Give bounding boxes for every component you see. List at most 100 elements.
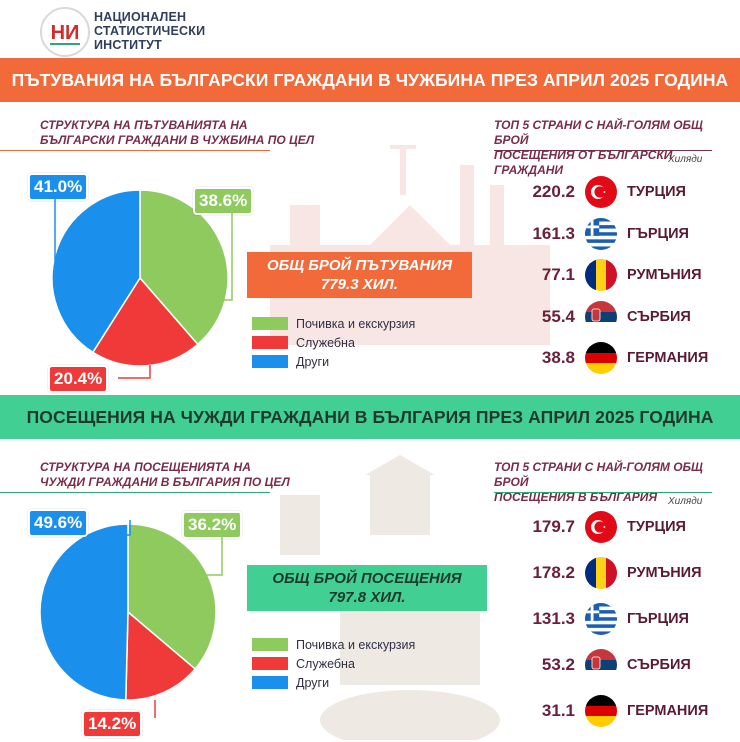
greece-flag-icon [585, 217, 617, 250]
section1-label-business-text: 20.4% [54, 369, 103, 388]
nsi-logo-mark: НИ [50, 22, 80, 45]
bulgaria-landmarks-illustration [280, 455, 500, 740]
section1-label-leisure-text: 38.6% [199, 191, 248, 210]
legend-swatch-leisure [252, 317, 288, 330]
pie1-slice-leisure [139, 189, 229, 346]
country-name: ГЕРМАНИЯ [627, 350, 709, 366]
legend-swatch-business [252, 336, 288, 349]
section1-top-title-line2: ПОСЕЩЕНИЯ ОТ БЪЛГАРСКИ ГРАЖДАНИ [494, 148, 673, 177]
svg-text:НИ: НИ [51, 22, 80, 44]
legend-item-other: Други [252, 352, 415, 371]
country-row: 38.8 ГЕРМАНИЯ [515, 341, 708, 375]
section2-top-title-line1: ТОП 5 СТРАНИ С НАЙ-ГОЛЯМ ОБЩ БРОЙ [494, 460, 703, 489]
section2-top-title: ТОП 5 СТРАНИ С НАЙ-ГОЛЯМ ОБЩ БРОЙ ПОСЕЩЕ… [494, 460, 740, 505]
legend-swatch-other [252, 355, 288, 368]
section2-label-business-text: 14.2% [88, 714, 137, 733]
section2-structure-title: СТРУКТУРА НА ПОСЕЩЕНИЯТА НА ЧУЖДИ ГРАЖДА… [40, 460, 290, 490]
country-value: 53.2 [541, 655, 575, 674]
section2-label-leisure: 36.2% [182, 511, 243, 539]
legend2-swatch-leisure [252, 638, 288, 651]
section2-legend: Почивка и екскурзия Служебна Други [252, 635, 415, 692]
legend2-label-business: Служебна [296, 656, 355, 671]
country-name: ГЕРМАНИЯ [627, 703, 709, 719]
legend-label-leisure: Почивка и екскурзия [296, 316, 416, 331]
logo-line-3: ИНСТИТУТ [94, 38, 162, 52]
section1-structure-title: СТРУКТУРА НА ПЪТУВАНИЯТА НА БЪЛГАРСКИ ГР… [40, 118, 314, 148]
section2-structure-title-line1: СТРУКТУРА НА ПОСЕЩЕНИЯТА НА [40, 460, 251, 474]
country-row: 55.4 СЪРБИЯ [515, 300, 691, 334]
section1-pie-chart [51, 189, 229, 367]
country-row: 131.3 ГЪРЦИЯ [515, 602, 689, 636]
section2-total-box: ОБЩ БРОЙ ПОСЕЩЕНИЯ 797.8 ХИЛ. [247, 565, 487, 611]
legend2-item-other: Други [252, 673, 415, 692]
country-row: 179.7 ТУРЦИЯ [515, 510, 686, 544]
section2-label-business: 14.2% [82, 710, 143, 738]
section1-structure-rule [0, 150, 270, 151]
country-name: РУМЪНИЯ [627, 565, 702, 581]
section1-legend: Почивка и екскурзия Служебна Други [252, 314, 415, 371]
country-row: 53.2 СЪРБИЯ [515, 648, 691, 682]
logo-line-2: СТАТИСТИЧЕСКИ [94, 24, 206, 38]
legend2-swatch-other [252, 676, 288, 689]
serbia-flag-icon [585, 300, 617, 333]
country-name: ТУРЦИЯ [627, 184, 686, 200]
section1-banner: ПЪТУВАНИЯ НА БЪЛГАРСКИ ГРАЖДАНИ В ЧУЖБИН… [0, 58, 740, 102]
country-value: 77.1 [541, 265, 575, 284]
greece-flag-icon [585, 603, 617, 635]
section2-top-title-line2: ПОСЕЩЕНИЯ В БЪЛГАРИЯ [494, 490, 658, 504]
country-value: 38.8 [541, 348, 575, 367]
romania-flag-icon [585, 259, 617, 291]
legend2-label-leisure: Почивка и екскурзия [296, 637, 416, 652]
germany-flag-icon [585, 695, 617, 727]
section2-label-leisure-text: 36.2% [188, 515, 237, 534]
legend-item-leisure: Почивка и екскурзия [252, 314, 415, 333]
country-value: 178.2 [532, 563, 575, 582]
country-value: 131.3 [532, 609, 575, 628]
section1-top-rule [494, 150, 712, 151]
pie1-slice-business [91, 276, 199, 367]
turkey-flag-icon [585, 176, 617, 208]
section2-units: Хиляди [668, 496, 703, 507]
country-name: ГЪРЦИЯ [627, 611, 689, 627]
country-name: ТУРЦИЯ [627, 519, 686, 535]
country-value: 55.4 [541, 306, 575, 326]
section2-label-other-text: 49.6% [34, 513, 83, 532]
pie2-slice-other [39, 523, 129, 701]
section1-structure-title-line1: СТРУКТУРА НА ПЪТУВАНИЯТА НА [40, 118, 248, 132]
romania-flag-icon [585, 557, 617, 589]
section2-top-rule [494, 492, 712, 493]
country-name: ГЪРЦИЯ [627, 225, 689, 242]
logo-line-1: НАЦИОНАЛЕН [94, 10, 187, 24]
country-value: 31.1 [541, 701, 575, 720]
section1-total-value: 779.3 ХИЛ. [321, 276, 398, 293]
section2-structure-title-line2: ЧУЖДИ ГРАЖДАНИ В БЪЛГАРИЯ ПО ЦЕЛ [40, 475, 290, 489]
section1-total-box: ОБЩ БРОЙ ПЪТУВАНИЯ 779.3 ХИЛ. [247, 252, 472, 298]
section1-top-title: ТОП 5 СТРАНИ С НАЙ-ГОЛЯМ ОБЩ БРОЙ ПОСЕЩЕ… [494, 118, 740, 178]
country-value: 220.2 [532, 182, 575, 201]
country-name: СЪРБИЯ [627, 657, 691, 673]
legend-label-other: Други [296, 354, 330, 369]
section1-top-title-line1: ТОП 5 СТРАНИ С НАЙ-ГОЛЯМ ОБЩ БРОЙ [494, 118, 703, 147]
section2-total-value: 797.8 ХИЛ. [328, 589, 406, 606]
legend2-item-leisure: Почивка и екскурзия [252, 635, 415, 654]
serbia-flag-icon [585, 649, 617, 681]
section2-label-other: 49.6% [28, 509, 89, 537]
legend-item-business: Служебна [252, 333, 415, 352]
legend2-label-other: Други [296, 675, 330, 690]
germany-flag-icon [585, 342, 617, 374]
nsi-logo: НИ [40, 7, 90, 57]
country-name: РУМЪНИЯ [627, 267, 702, 283]
country-row: 220.2 ТУРЦИЯ [515, 175, 686, 209]
nsi-logo-text: НАЦИОНАЛЕН СТАТИСТИЧЕСКИ ИНСТИТУТ [94, 10, 205, 52]
section1-label-business: 20.4% [48, 365, 109, 393]
section2-total-label: ОБЩ БРОЙ ПОСЕЩЕНИЯ [272, 570, 462, 587]
country-row: 161.3 ГЪРЦИЯ [515, 217, 689, 251]
country-row: 31.1 ГЕРМАНИЯ [515, 694, 708, 728]
section1-label-other-text: 41.0% [34, 177, 83, 196]
legend2-swatch-business [252, 657, 288, 670]
pie2-slice-business [125, 610, 197, 701]
section1-units: Хиляди [668, 154, 703, 165]
country-row: 77.1 РУМЪНИЯ [515, 258, 702, 292]
